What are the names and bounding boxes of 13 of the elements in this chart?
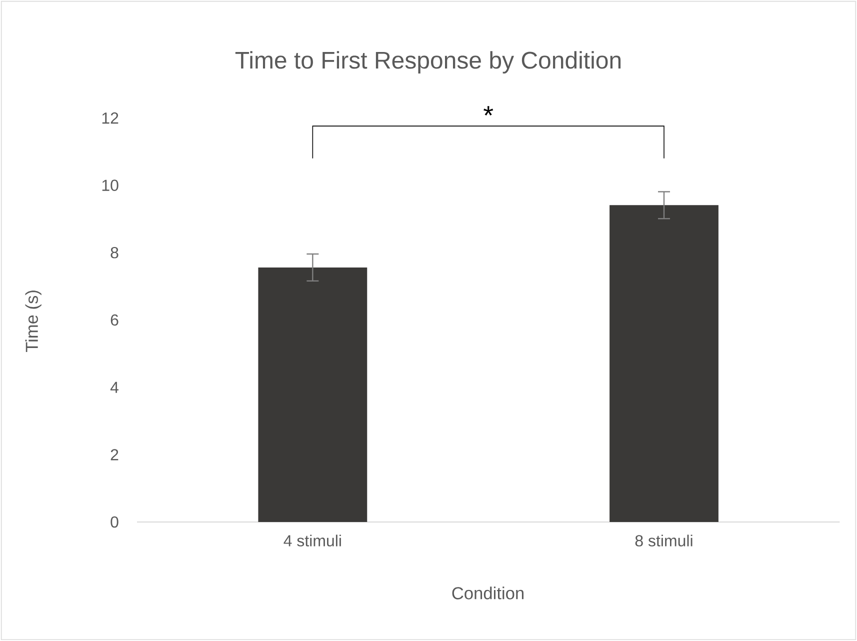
- y-tick-label: 10: [102, 180, 118, 191]
- y-tick-label: 4: [110, 382, 118, 393]
- x-tick-label: 8 stimuli: [635, 534, 692, 546]
- text: *: [484, 106, 494, 116]
- y-tick-label: 8: [110, 246, 118, 258]
- y-tick-label: 2: [110, 449, 118, 460]
- y-tick-label: 6: [110, 314, 118, 326]
- y-axis-title: Time (s): [25, 290, 42, 352]
- y-tick-label: 0: [110, 516, 118, 528]
- chart-title: Time to First Response by Condition: [235, 51, 621, 74]
- x-axis-title: Condition: [452, 586, 524, 600]
- y-tick-label: 12: [102, 112, 118, 124]
- x-tick-label: 4 stimuli: [284, 534, 341, 546]
